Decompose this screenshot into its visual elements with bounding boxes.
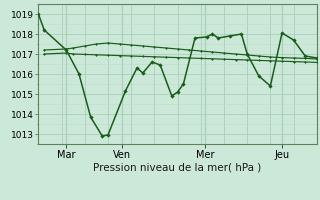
X-axis label: Pression niveau de la mer( hPa ): Pression niveau de la mer( hPa ) xyxy=(93,162,262,172)
